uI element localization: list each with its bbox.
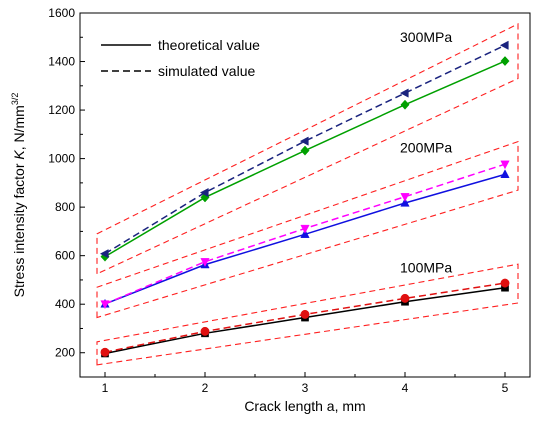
group-labels: 300MPa 200MPa 100MPa — [400, 29, 452, 276]
point-s100 — [200, 326, 210, 336]
legend-label-theoretical: theoretical value — [158, 37, 260, 53]
y-axis-title-exponent: 3/2 — [10, 93, 20, 106]
envelope-layer — [96, 23, 519, 366]
y-axis-title-main: Stress intensity factor — [11, 160, 27, 298]
point-s300 — [99, 249, 109, 259]
point-t200 — [500, 169, 510, 178]
y-axis-ticks: 200 400 600 800 1000 1200 1400 1600 — [48, 6, 85, 360]
group-label-100mpa: 100MPa — [400, 260, 452, 276]
point-s100 — [500, 278, 510, 288]
point-t300 — [300, 145, 310, 156]
group-label-200mpa: 200MPa — [400, 140, 452, 156]
y-tick-label: 1600 — [48, 6, 75, 20]
x-tick-label: 4 — [402, 381, 409, 395]
envelope-300mpa — [96, 23, 519, 275]
x-tick-label: 2 — [202, 381, 209, 395]
x-axis-title: Crack length a, mm — [244, 398, 365, 414]
point-s300 — [299, 136, 309, 146]
y-tick-label: 1000 — [48, 152, 75, 166]
point-s300 — [499, 40, 509, 50]
point-t200 — [300, 229, 310, 238]
y-tick-label: 1200 — [48, 103, 75, 117]
x-tick-label: 1 — [102, 381, 109, 395]
legend-label-simulated: simulated value — [158, 63, 255, 79]
point-s100 — [300, 309, 310, 319]
series-line-s300 — [104, 44, 506, 255]
point-s100 — [400, 293, 410, 303]
y-tick-label: 600 — [55, 249, 75, 263]
group-label-300mpa: 300MPa — [400, 29, 452, 45]
y-axis-title: Stress intensity factor K, N/mm3/2 — [10, 93, 27, 298]
series-markers-layer — [99, 40, 510, 358]
point-s200 — [300, 224, 310, 234]
point-t200 — [400, 197, 410, 207]
y-axis-title-unit: , N/mm — [11, 105, 27, 150]
plot-frame — [79, 12, 531, 378]
point-s100 — [100, 347, 110, 357]
y-tick-label: 800 — [55, 200, 75, 214]
point-s200 — [200, 258, 210, 267]
x-axis-ticks: 1 2 3 4 5 — [102, 372, 509, 395]
point-s300 — [399, 88, 409, 98]
point-s300 — [199, 187, 209, 198]
series-lines-layer — [104, 44, 506, 355]
point-t300 — [500, 56, 510, 67]
envelope-100mpa — [96, 263, 519, 366]
point-s200 — [400, 193, 410, 202]
y-axis-title-k: K — [11, 150, 27, 160]
point-s200 — [100, 300, 110, 310]
point-t300 — [400, 99, 410, 110]
y-tick-label: 1400 — [48, 55, 75, 69]
series-line-t200 — [104, 173, 506, 305]
envelope-200mpa — [96, 140, 519, 319]
point-s200 — [500, 160, 510, 170]
x-tick-label: 3 — [302, 381, 309, 395]
y-tick-label: 400 — [55, 297, 75, 311]
y-tick-label: 200 — [55, 346, 75, 360]
legend: theoretical value simulated value — [101, 37, 260, 79]
x-tick-label: 5 — [502, 381, 509, 395]
